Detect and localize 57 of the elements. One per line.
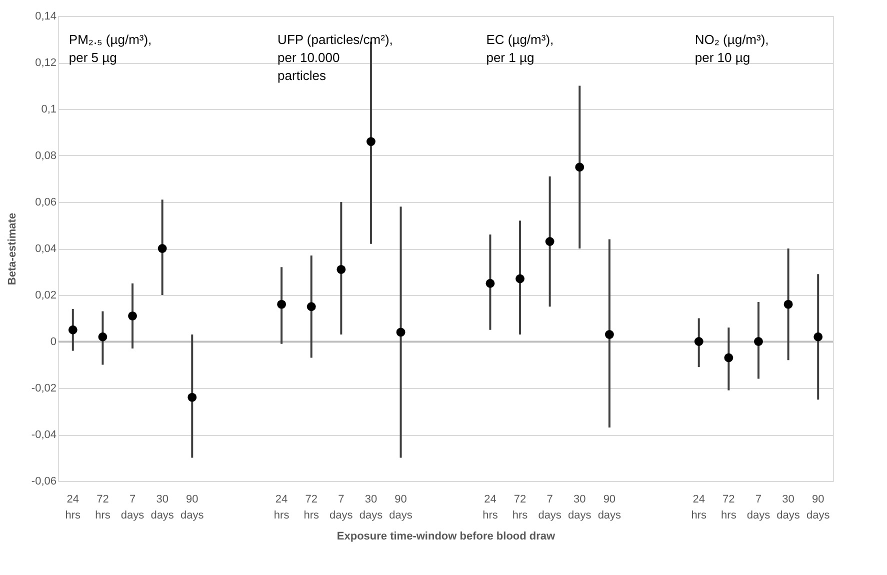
x-tick-label: 72 hrs — [721, 494, 737, 522]
point — [158, 244, 167, 253]
y-tick-label: -0,02 — [31, 382, 56, 394]
x-tick-label: 90 days — [180, 494, 204, 522]
point — [784, 300, 793, 309]
y-tick-label: 0,06 — [35, 196, 56, 208]
point — [188, 392, 197, 402]
point — [814, 332, 823, 342]
y-tick-label: 0,04 — [35, 243, 56, 255]
x-tick-label: 24 hrs — [65, 494, 82, 522]
point — [754, 337, 763, 346]
x-tick-label: 30 days — [359, 494, 384, 522]
x-tick-label: 24 hrs — [274, 494, 290, 522]
point — [545, 237, 554, 246]
point — [694, 337, 704, 346]
point — [575, 162, 584, 172]
x-tick-label: 7 days — [330, 494, 354, 522]
x-tick-label: 7 days — [746, 494, 771, 522]
point — [604, 330, 614, 339]
point — [396, 328, 406, 337]
x-tick-label: 90 days — [806, 494, 830, 522]
y-tick-label: -0,04 — [31, 429, 56, 441]
annotation: NO₂ (µg/m³), per 10 µg — [694, 32, 769, 65]
point — [277, 300, 286, 309]
x-tick-label: 90 days — [598, 494, 622, 522]
y-axis-title: Beta-estimate — [6, 212, 18, 286]
point — [68, 325, 78, 334]
annotation: PM₂.₅ (µg/m³), per 5 µg — [68, 32, 152, 65]
x-tick-label: 30 days — [568, 494, 592, 522]
y-tick-label: 0,14 — [35, 10, 56, 22]
annotation: EC (µg/m³), per 1 µg — [486, 32, 554, 65]
x-tick-label: 7 days — [120, 494, 145, 522]
y-tick-label: 0,12 — [35, 57, 56, 69]
point — [128, 311, 137, 320]
x-tick-label: 30 days — [150, 494, 174, 522]
x-tick-label: 72 hrs — [512, 494, 528, 522]
point — [486, 278, 495, 288]
point — [306, 302, 316, 312]
x-tick-label: 24 hrs — [691, 494, 708, 522]
x-tick-label: 90 days — [389, 494, 413, 522]
y-tick-label: 0,08 — [35, 150, 56, 162]
annotation: UFP (particles/cm²), per 10.000 particles — [278, 32, 393, 83]
x-tick-label: 30 days — [776, 494, 800, 522]
point — [516, 274, 524, 284]
point — [98, 332, 108, 342]
y-tick-label: -0,06 — [31, 476, 56, 488]
y-tick-label: 0,02 — [35, 290, 56, 302]
x-tick-label: 24 hrs — [482, 494, 498, 522]
point — [336, 264, 346, 274]
point — [366, 137, 376, 146]
x-tick-label: 7 days — [538, 494, 562, 522]
y-tick-label: 0,1 — [41, 104, 56, 116]
point — [724, 353, 734, 362]
x-tick-label: 72 hrs — [304, 494, 320, 522]
x-tick-label: 72 hrs — [95, 494, 111, 522]
y-tick-label: 0 — [50, 336, 56, 348]
x-axis-title: Exposure time-window before blood draw — [336, 530, 556, 542]
